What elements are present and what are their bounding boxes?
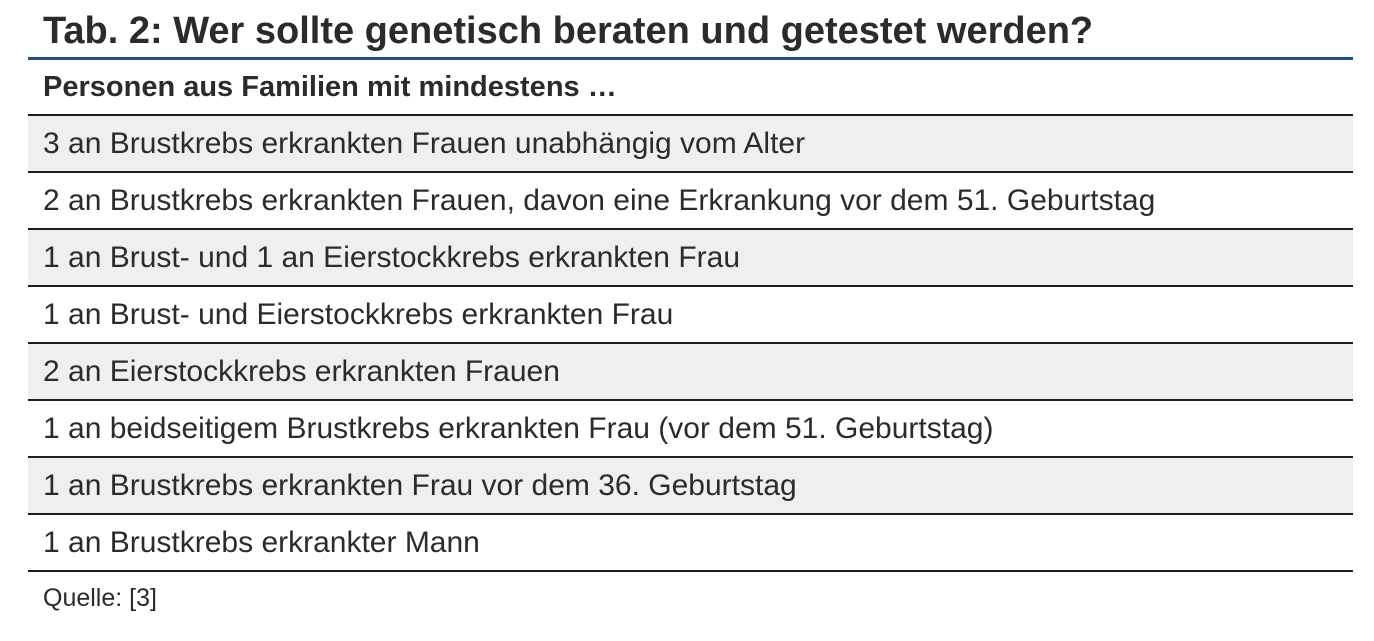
table-row: 1 an beidseitigem Brustkrebs erkrankten … xyxy=(28,401,1353,458)
table-row: 3 an Brustkrebs erkrankten Frauen unabhä… xyxy=(28,116,1353,173)
table-row: 1 an Brust- und 1 an Eierstockkrebs erkr… xyxy=(28,230,1353,287)
table-row: 1 an Brust- und Eierstockkrebs erkrankte… xyxy=(28,287,1353,344)
table-row: 2 an Eierstockkrebs erkrankten Frauen xyxy=(28,344,1353,401)
table-title: Tab. 2: Wer sollte genetisch beraten und… xyxy=(43,10,1094,52)
criteria-table: Tab. 2: Wer sollte genetisch beraten und… xyxy=(28,0,1353,613)
table-header: Personen aus Familien mit mindestens … xyxy=(28,60,1353,116)
table-row: 1 an Brustkrebs erkrankter Mann xyxy=(28,515,1353,572)
title-divider xyxy=(28,57,1353,60)
source-note: Quelle: [3] xyxy=(43,584,157,612)
table-row: 2 an Brustkrebs erkrankten Frauen, davon… xyxy=(28,173,1353,230)
table-row: 1 an Brustkrebs erkrankten Frau vor dem … xyxy=(28,458,1353,515)
